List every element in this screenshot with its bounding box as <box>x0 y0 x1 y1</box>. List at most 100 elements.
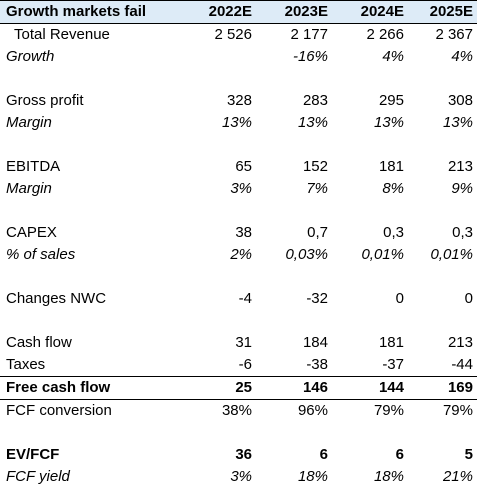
spacer-row <box>0 266 477 288</box>
cell-value: 146 <box>256 376 332 400</box>
cell-value: 0,3 <box>383 224 404 241</box>
table-row: % of sales 2% 0,03% 0,01% 0,01% <box>0 244 477 266</box>
spacer-row <box>0 422 477 444</box>
cell-value: 3% <box>230 180 252 197</box>
cell-value: 0 <box>464 290 473 307</box>
cell-value: 308 <box>447 92 473 109</box>
table-row: Changes NWC -4 -32 0 0 <box>0 288 477 310</box>
cell-value: 2 526 <box>214 26 252 43</box>
row-label: FCF yield <box>6 468 70 485</box>
table-row: Margin 13% 13% 13% 13% <box>0 112 477 134</box>
cell-value: 79% <box>373 402 404 419</box>
year-header: 2023E <box>256 0 332 24</box>
year-header: 2024E <box>332 0 408 24</box>
cell-value: 13% <box>373 114 404 131</box>
cell-value: 181 <box>378 158 404 175</box>
row-label: FCF conversion <box>6 402 112 419</box>
row-label: Changes NWC <box>6 290 107 307</box>
cell-value: 2 266 <box>366 26 404 43</box>
cell-value: 13% <box>442 114 473 131</box>
year-header: 2022E <box>178 0 256 24</box>
cell-value: 96% <box>297 402 328 419</box>
cell-value: 18% <box>373 468 404 485</box>
cell-value: -38 <box>306 356 328 373</box>
cell-value: -44 <box>451 356 473 373</box>
spacer-row <box>0 68 477 90</box>
spacer-row <box>0 134 477 156</box>
table-row: FCF conversion 38% 96% 79% 79% <box>0 400 477 423</box>
row-label: EBITDA <box>6 158 61 175</box>
table-row: Margin 3% 7% 8% 9% <box>0 178 477 200</box>
spacer-row <box>0 200 477 222</box>
cell-value: 6 <box>395 446 404 463</box>
cell-value: 18% <box>297 468 328 485</box>
cell-value: 169 <box>408 376 477 400</box>
table-row: EBITDA 65 152 181 213 <box>0 156 477 178</box>
cell-value: 295 <box>378 92 404 109</box>
table-row: FCF yield 3% 18% 18% 21% <box>0 466 477 488</box>
row-label: CAPEX <box>6 224 57 241</box>
row-label: Free cash flow <box>0 376 178 400</box>
cell-value: 6 <box>319 446 328 463</box>
row-label: Taxes <box>6 356 46 373</box>
year-header: 2025E <box>408 0 477 24</box>
cell-value: 7% <box>306 180 328 197</box>
row-label: Margin <box>6 180 52 197</box>
row-label: EV/FCF <box>6 446 60 463</box>
cell-value: 0,3 <box>452 224 473 241</box>
cell-value: 9% <box>451 180 473 197</box>
cell-value: 213 <box>447 334 473 351</box>
table-row: Taxes -6 -38 -37 -44 <box>0 354 477 377</box>
table-row: Total Revenue 2 526 2 177 2 266 2 367 <box>0 24 477 47</box>
table-row: Growth -16% 4% 4% <box>0 46 477 68</box>
cell-value: 38 <box>235 224 252 241</box>
cell-value: 4% <box>451 48 473 65</box>
cell-value: 152 <box>302 158 328 175</box>
cell-value: -6 <box>238 356 252 373</box>
table-title: Growth markets fail <box>0 0 178 24</box>
cell-value: 181 <box>378 334 404 351</box>
cell-value: 3% <box>230 468 252 485</box>
row-label: Gross profit <box>6 92 84 109</box>
cell-value: 13% <box>297 114 328 131</box>
table-row: Cash flow 31 184 181 213 <box>0 332 477 354</box>
table-row: Free cash flow 25 146 144 169 <box>0 376 477 400</box>
row-label: Total Revenue <box>14 26 110 43</box>
cell-value: 21% <box>442 468 473 485</box>
cell-value: -37 <box>382 356 404 373</box>
cell-value: 31 <box>235 334 252 351</box>
cell-value: 8% <box>382 180 404 197</box>
cell-value: 79% <box>442 402 473 419</box>
cell-value: 38% <box>221 402 252 419</box>
cell-value: 283 <box>302 92 328 109</box>
cell-value: 2 177 <box>290 26 328 43</box>
cell-value: 213 <box>447 158 473 175</box>
cell-value: 65 <box>235 158 252 175</box>
cell-value <box>178 46 256 68</box>
cell-value: 0,01% <box>430 246 473 263</box>
cell-value: 36 <box>235 446 252 463</box>
header-row: Growth markets fail 2022E 2023E 2024E 20… <box>0 0 477 24</box>
cell-value: 5 <box>464 446 473 463</box>
cell-value: -4 <box>238 290 252 307</box>
cell-value: 0 <box>395 290 404 307</box>
cell-value: 0,01% <box>361 246 404 263</box>
cell-value: -16% <box>292 48 328 65</box>
spacer-row <box>0 310 477 332</box>
cell-value: 328 <box>226 92 252 109</box>
row-label: Cash flow <box>6 334 72 351</box>
cell-value: 144 <box>332 376 408 400</box>
row-label: Margin <box>6 114 52 131</box>
row-label: Growth <box>6 48 55 65</box>
cell-value: 0,03% <box>285 246 328 263</box>
cell-value: 4% <box>382 48 404 65</box>
cell-value: 13% <box>221 114 252 131</box>
table-row: EV/FCF 36 6 6 5 <box>0 444 477 466</box>
cell-value: 0,7 <box>307 224 328 241</box>
cell-value: 184 <box>302 334 328 351</box>
cell-value: 2 367 <box>435 26 473 43</box>
cell-value: -32 <box>306 290 328 307</box>
row-label: % of sales <box>6 246 76 263</box>
cell-value: 25 <box>178 376 256 400</box>
